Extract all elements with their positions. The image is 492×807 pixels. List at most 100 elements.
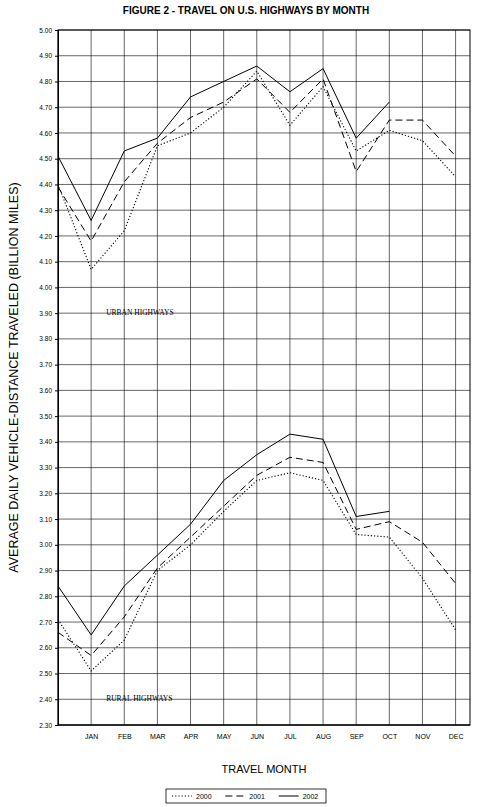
tick: 4.30 [39,207,58,214]
tick-mark [55,725,58,726]
legend-swatch [279,796,299,797]
grid-line [422,30,423,725]
tick: 3.30 [39,464,58,471]
grid [58,30,470,725]
tick-label: 5.00 [39,27,52,34]
tick-mark [55,699,58,700]
title: FIGURE 2 - TRAVEL ON U.S. HIGHWAYS BY MO… [123,5,369,16]
tick-mark [55,30,58,31]
tick-label: JAN [85,733,98,740]
tick: 2.70 [39,619,58,626]
tick: AUG [316,725,331,740]
chart: FIGURE 2 - TRAVEL ON U.S. HIGHWAYS BY MO… [0,0,492,807]
tick-label: MAR [150,733,166,740]
tick: SEP [350,725,364,740]
legend-label: 2002 [303,793,319,800]
grid-line [58,338,470,339]
tick-mark [55,648,58,649]
grid-line [58,390,470,391]
tick-label: 4.80 [39,78,52,85]
axis-line [58,725,470,726]
tick-mark [55,545,58,546]
grid-line [58,544,470,545]
axis-line [55,31,59,726]
tick-mark [55,210,58,211]
tick-mark [55,184,58,185]
tick-label: 2.30 [39,722,52,729]
tick-label: 2.40 [39,696,52,703]
tick-label: 3.40 [39,438,52,445]
tick-label: 4.30 [39,207,52,214]
x-axis-title: TRAVEL MONTH [222,763,307,775]
grid-line [223,30,224,725]
series-line [58,473,456,671]
tick-mark [55,313,58,314]
tick-mark [55,571,58,572]
tick: 3.80 [39,335,58,342]
tick-label: JUL [284,733,297,740]
tick-mark [55,133,58,134]
tick-mark [55,390,58,391]
series-line [58,66,389,220]
tick: 4.40 [39,181,58,188]
legend-label: 2001 [249,793,265,800]
tick: 3.10 [39,516,58,523]
grid-line [124,30,125,725]
grid-line [58,596,470,597]
tick-label: 3.70 [39,361,52,368]
y-axis: 2.302.402.502.602.702.802.903.003.103.20… [39,27,58,729]
grid-line [58,107,470,108]
tick: 2.40 [39,696,58,703]
grid-line [58,81,470,82]
tick-label: SEP [350,733,364,740]
tick-mark [55,365,58,366]
tick: 2.60 [39,644,58,651]
x-axis: JANFEBMARAPRMAYJUNJULAUGSEPOCTNOVDEC [58,725,470,740]
tick-label: 3.60 [39,387,52,394]
tick: APR [184,725,198,740]
tick-mark [55,674,58,675]
tick-mark [55,159,58,160]
tick-mark [55,81,58,82]
grid-line [58,416,470,417]
tick-label: 4.00 [39,284,52,291]
tick-label: 3.90 [39,310,52,317]
grid-line [356,30,357,725]
tick-mark [55,622,58,623]
tick: 3.90 [39,310,58,317]
grid-line [58,441,470,442]
grid-line [91,30,92,725]
grid-line [58,647,470,648]
series-line [58,71,456,269]
grid-line [256,30,257,725]
tick: 3.50 [39,413,58,420]
tick: JUN [250,725,264,740]
tick: MAY [217,725,232,740]
tick: 2.80 [39,593,58,600]
tick-label: OCT [382,733,398,740]
series-line [58,457,456,655]
tick-mark [55,519,58,520]
tick-label: 3.10 [39,516,52,523]
tick-label: 4.60 [39,130,52,137]
grid-line [58,519,470,520]
plot-frame [58,30,470,725]
legend-label: 2000 [196,793,212,800]
tick-label: JUN [250,733,264,740]
tick: 4.90 [39,52,58,59]
tick-mark [55,416,58,417]
tick: 4.10 [39,258,58,265]
legend-swatch [225,796,245,797]
tick-label: 3.00 [39,541,52,548]
tick: 3.20 [39,490,58,497]
tick-mark [55,236,58,237]
tick-mark [55,56,58,57]
tick-label: 4.70 [39,104,52,111]
tick: 4.80 [39,78,58,85]
tick: MAR [150,725,166,740]
tick: 4.60 [39,130,58,137]
grid-line [58,210,470,211]
grid-line [157,30,158,725]
grid-line [58,364,470,365]
tick-mark [55,287,58,288]
